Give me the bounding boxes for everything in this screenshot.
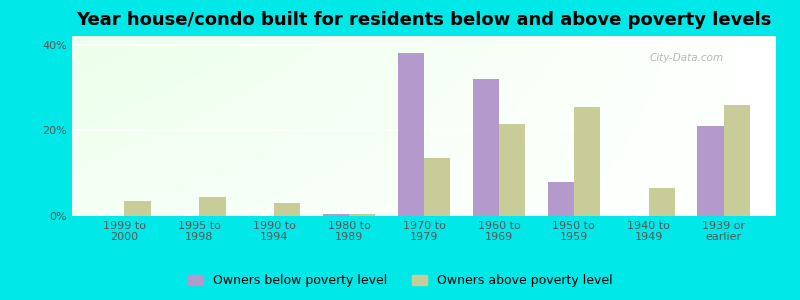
Bar: [723, 105, 750, 216]
Bar: [473, 79, 499, 216]
Bar: [398, 53, 424, 216]
Bar: [499, 124, 525, 216]
Bar: [323, 214, 349, 216]
Text: City-Data.com: City-Data.com: [650, 52, 723, 63]
Bar: [649, 188, 675, 216]
Title: Year house/condo built for residents below and above poverty levels: Year house/condo built for residents bel…: [76, 11, 772, 29]
Bar: [698, 126, 723, 216]
Legend: Owners below poverty level, Owners above poverty level: Owners below poverty level, Owners above…: [184, 270, 616, 291]
Bar: [349, 214, 375, 216]
Bar: [424, 158, 450, 216]
Bar: [125, 201, 150, 216]
Bar: [547, 182, 574, 216]
Bar: [574, 107, 600, 216]
Bar: [274, 203, 301, 216]
Bar: [199, 197, 226, 216]
